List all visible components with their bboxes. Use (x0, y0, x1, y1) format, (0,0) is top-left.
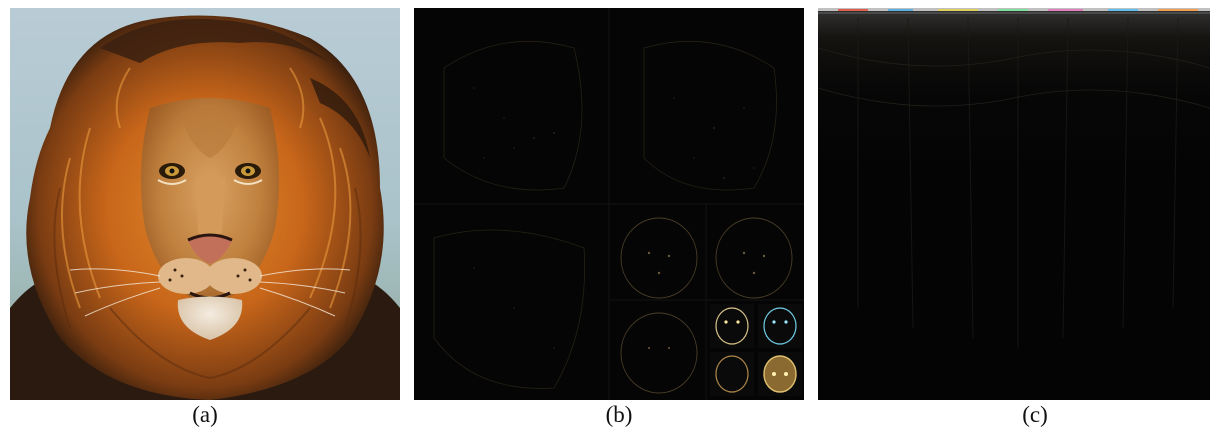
wavelet-decomposition-image (414, 8, 804, 400)
caption-a: (a) (192, 402, 218, 427)
lion-photo-panel (10, 8, 400, 400)
caption-c: (c) (1022, 402, 1048, 427)
lion-photo (10, 8, 400, 400)
transform-coefficients-panel (818, 8, 1210, 400)
transform-coefficients-image (818, 8, 1210, 400)
wavelet-decomposition-panel (414, 8, 804, 400)
caption-b: (b) (605, 402, 633, 427)
